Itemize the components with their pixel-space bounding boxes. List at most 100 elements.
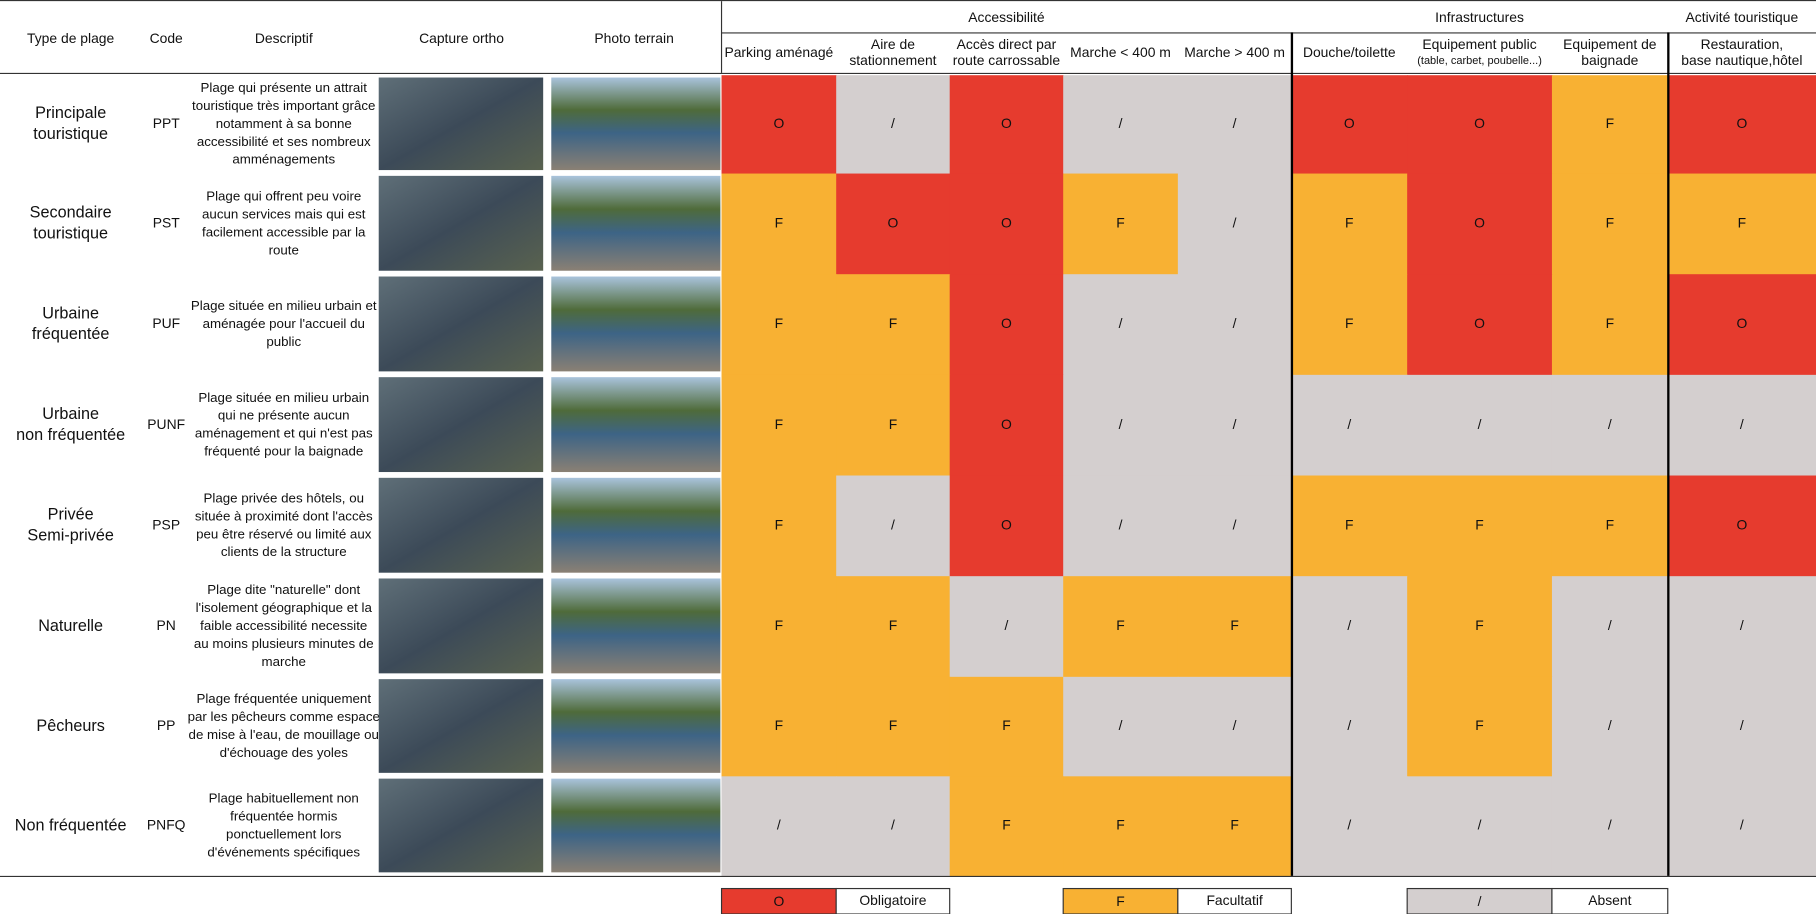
cell-bg [1177,173,1292,275]
cell-bg [1063,173,1179,275]
cell-bg [1407,676,1553,777]
legend-label: Facultatif [1206,892,1262,908]
column-header: Capture ortho [419,30,504,46]
legend-label: Absent [1588,892,1631,908]
cell-value: F [1230,617,1238,633]
description-line: située à proximité dont l'accès [195,508,373,523]
beach-type: non fréquentée [16,426,125,444]
beach-type: Secondaire [30,204,112,222]
description-line: notamment à sa bonne [216,116,352,131]
cell-value: O [773,115,784,131]
legend-swatch [720,887,837,914]
cell-value: O [1736,517,1747,533]
cell-bg [1063,776,1179,877]
cell-value: F [1116,817,1124,833]
cell-value: F [775,416,783,432]
legend-label-box [835,887,951,914]
cell-value: O [1474,215,1485,231]
cell-value: O [888,215,899,231]
terrain-photo [551,778,721,873]
subcolumn-header: Marche > 400 m [1184,44,1285,60]
cell-bg [1551,676,1669,777]
beach-type: Semi-privée [27,527,113,545]
cell-bg [721,274,837,376]
description-line: ponctuellement lors [226,827,342,842]
cell-value: / [1119,717,1123,733]
cell-bg [721,75,837,175]
column-header: Photo terrain [594,30,673,46]
subcolumn-header: Aire de [871,36,915,52]
cell-bg [721,475,837,577]
cell-bg [1063,676,1179,777]
cell-bg [1291,676,1408,777]
cell-value: O [1001,215,1012,231]
description-line: Plage qui présente un attrait [201,80,368,95]
cell-bg [949,676,1064,777]
description-line: fréquenté pour la baignade [204,444,363,459]
cell-bg [721,576,837,678]
cell-value: / [1478,416,1482,432]
description-line: Plage dite "naturelle" dont [207,582,360,597]
beach-type: Principale [35,104,106,122]
beach-type: touristique [33,125,108,143]
subcolumn-header: baignade [1581,52,1638,68]
cell-value: / [1608,717,1612,733]
terrain-photo [551,77,721,171]
cell-bg [1177,475,1292,577]
cell-value: F [1606,315,1614,331]
cell-value: F [1475,517,1483,533]
cell-value: F [889,717,897,733]
cell-bg [1063,475,1179,577]
cell-bg [1667,776,1816,877]
cell-value: / [891,115,895,131]
description-line: d'événements spécifiques [207,844,360,859]
cell-bg [949,576,1064,678]
cell-value: / [1347,416,1351,432]
cell-bg [721,374,837,477]
cell-value: / [1608,617,1612,633]
column-header: Descriptif [255,30,313,46]
cell-value: F [775,315,783,331]
cell-bg [836,776,951,877]
cell-bg [1551,576,1669,678]
subcolumn-header: Restauration, [1701,36,1784,52]
cell-bg [1551,75,1669,175]
description-line: aménagée pour l'accueil du [203,316,365,331]
cell-value: F [1475,717,1483,733]
legend-label-box [1177,887,1292,914]
cell-bg [949,374,1064,477]
legend-symbol: O [773,893,784,909]
cell-value: / [1119,416,1123,432]
description-line: facilement accessible par la [202,224,366,239]
description-line: Plage située en milieu urbain [198,390,369,405]
description-line: clients de la structure [221,544,347,559]
cell-value: / [1347,717,1351,733]
subcolumn-header: route carrossable [953,52,1061,68]
beach-code: PN [157,617,176,633]
legend-label-box [1551,887,1669,914]
description-line: marche [262,654,306,669]
description-line: Plage qui offrent peu voire [206,188,361,203]
beach-type: Naturelle [38,617,103,635]
cell-bg [721,676,837,777]
cell-bg [1177,776,1292,877]
cell-value: F [1606,115,1614,131]
cell-bg [1667,173,1816,275]
beach-type: Urbaine [42,304,99,322]
group-header: Accessibilité [968,9,1045,25]
subcolumn-header: Equipement public [1422,36,1536,52]
ortho-image [378,477,544,573]
cell-bg [949,776,1064,877]
ortho-image [378,276,544,372]
description-line: au moins plusieurs minutes de [194,636,374,651]
cell-value: F [1475,617,1483,633]
description-line: d'échouage des yoles [220,745,349,760]
cell-value: / [1478,817,1482,833]
cell-value: / [1347,817,1351,833]
cell-value: F [775,517,783,533]
cell-bg [1291,274,1408,376]
description-line: l'isolement géographique et la [196,600,373,615]
cell-value: F [1345,315,1353,331]
